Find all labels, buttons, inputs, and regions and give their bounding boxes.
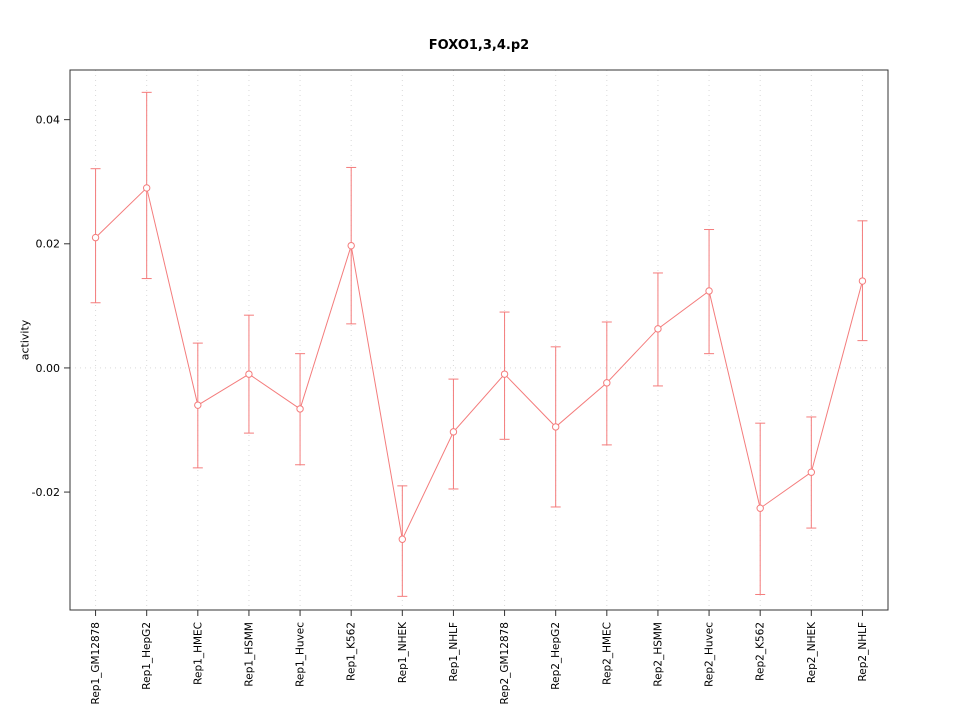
x-tick-label: Rep2_GM12878 (499, 622, 511, 704)
x-tick-label: Rep2_HSMM (652, 622, 664, 687)
x-tick-label: Rep2_HepG2 (550, 622, 562, 690)
data-point-marker (500, 370, 509, 378)
data-point-marker (142, 184, 151, 192)
x-tick-label: Rep1_NHEK (397, 621, 409, 683)
data-point-marker (296, 405, 304, 413)
data-point-marker (603, 379, 611, 387)
data-point-marker (551, 423, 560, 431)
data-point-marker (194, 401, 202, 409)
x-tick-label: Rep1_NHLF (448, 622, 460, 682)
data-point-marker (449, 428, 458, 436)
plot-border (69, 69, 889, 611)
y-tick-label: -0.02 (32, 486, 60, 499)
x-tick-label: Rep2_NHEK (806, 621, 818, 683)
x-tick-label: Rep1_Huvec (295, 622, 307, 687)
y-tick-label: 0.02 (36, 238, 61, 251)
x-tick-label: Rep2_Huvec (704, 622, 716, 687)
data-point-marker (91, 233, 100, 242)
data-point-marker (398, 535, 407, 543)
x-tick-label: Rep1_HepG2 (141, 622, 153, 690)
x-tick-label: Rep2_K562 (755, 622, 767, 681)
data-point-marker (654, 325, 662, 333)
data-point-marker (245, 370, 253, 378)
y-tick-label: 0.04 (36, 114, 61, 127)
data-point-marker (347, 241, 355, 250)
x-tick-label: Rep1_HSMM (243, 622, 255, 687)
series-line (95, 186, 863, 541)
x-tick-label: Rep2_NHLF (857, 622, 869, 682)
x-tick-label: Rep1_K562 (346, 622, 358, 681)
data-point-marker (705, 287, 713, 295)
y-tick-label: 0.00 (36, 362, 61, 375)
data-point-marker (858, 277, 867, 285)
data-point-marker (756, 504, 764, 512)
data-point-marker (807, 468, 816, 476)
x-tick-label: Rep1_GM12878 (90, 622, 102, 704)
x-tick-label: Rep2_HMEC (601, 622, 613, 685)
chart-title: FOXO1,3,4.p2 (428, 38, 530, 53)
x-tick-label: Rep1_HMEC (192, 622, 204, 685)
